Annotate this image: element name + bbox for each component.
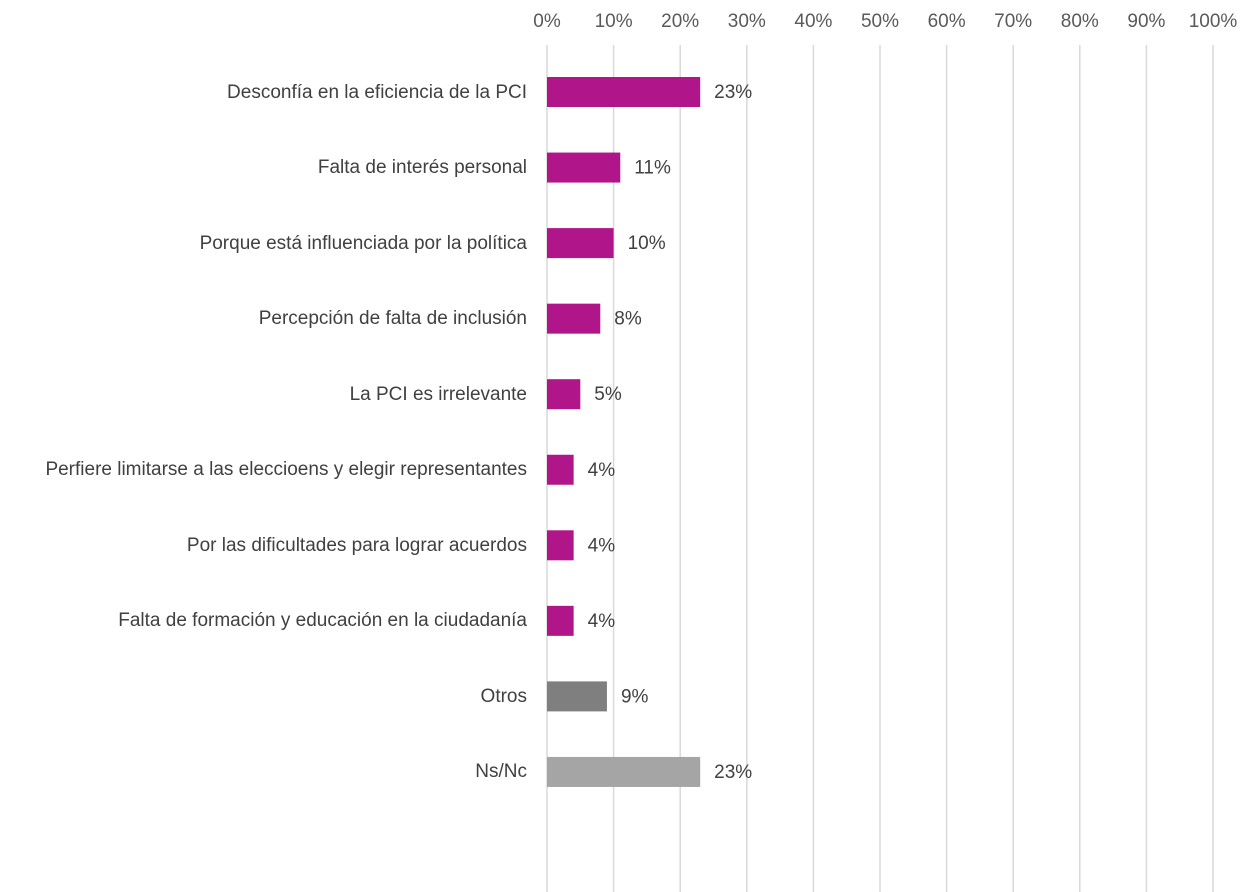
x-tick-label: 80%	[1061, 11, 1099, 32]
y-tick-label: Desconfía en la eficiencia de la PCI	[227, 81, 527, 103]
bar	[547, 228, 614, 259]
x-tick-label: 0%	[533, 11, 561, 32]
bar	[547, 756, 701, 787]
bar	[547, 530, 574, 561]
value-label: 10%	[628, 233, 666, 254]
x-tick-label: 30%	[728, 11, 766, 32]
y-tick-label: Falta de interés personal	[317, 157, 527, 179]
value-label: 23%	[714, 762, 752, 783]
x-tick-label: 50%	[861, 11, 899, 32]
y-tick-label: La PCI es irrelevante	[349, 383, 527, 405]
x-tick-label: 70%	[994, 11, 1032, 32]
y-tick-label: Falta de formación y educación en la ciu…	[118, 610, 527, 632]
category-label-box: Falta de interés personal	[0, 138, 527, 198]
x-tick-label: 90%	[1127, 11, 1165, 32]
y-tick-label: Por las dificultades para lograr acuerdo…	[186, 534, 527, 556]
category-label-box: Ns/Nc	[0, 742, 527, 802]
x-tick-label: 100%	[1189, 11, 1238, 32]
x-tick-label: 10%	[595, 11, 633, 32]
value-label: 4%	[588, 611, 616, 632]
value-label: 9%	[621, 686, 649, 707]
value-label: 11%	[634, 158, 671, 179]
value-label: 23%	[714, 82, 752, 103]
x-tick-label: 60%	[928, 11, 966, 32]
y-tick-label: Ns/Nc	[475, 761, 527, 783]
bar	[547, 152, 621, 183]
y-tick-label: Perfiere limitarse a las eleccioens y el…	[45, 459, 527, 481]
category-label-box: Percepción de falta de inclusión	[0, 289, 527, 349]
category-label-box: Desconfía en la eficiencia de la PCI	[0, 62, 527, 122]
bar	[547, 77, 701, 107]
x-tick-label: 20%	[661, 11, 699, 32]
value-label: 8%	[614, 309, 642, 330]
bar	[547, 454, 574, 485]
bar	[547, 605, 574, 636]
bar	[547, 303, 601, 334]
category-label-box: Porque está influenciada por la política	[0, 213, 527, 273]
category-label-box: Perfiere limitarse a las eleccioens y el…	[0, 440, 527, 500]
category-label-box: Por las dificultades para lograr acuerdo…	[0, 515, 527, 575]
y-tick-label: Otros	[480, 685, 527, 707]
y-tick-label: Porque está influenciada por la política	[199, 232, 527, 254]
bar	[547, 681, 607, 712]
value-label: 4%	[588, 535, 616, 556]
bar	[547, 379, 581, 410]
y-tick-label: Percepción de falta de inclusión	[258, 308, 527, 330]
value-label: 5%	[594, 384, 622, 405]
value-label: 4%	[588, 460, 616, 481]
category-label-box: Falta de formación y educación en la ciu…	[0, 591, 527, 651]
x-tick-label: 40%	[794, 11, 832, 32]
category-label-box: Otros	[0, 666, 527, 726]
category-label-box: La PCI es irrelevante	[0, 364, 527, 424]
